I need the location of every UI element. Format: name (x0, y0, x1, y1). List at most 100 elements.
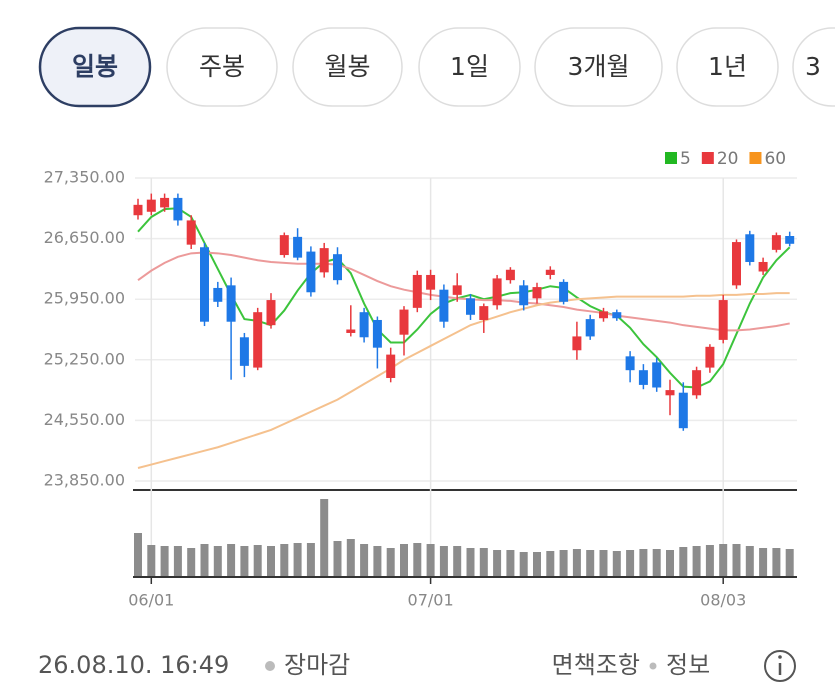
y-tick-label: 27,350.00 (44, 168, 125, 187)
candle-body (239, 337, 249, 366)
tab[interactable] (792, 27, 835, 107)
tab-label[interactable]: 3 (805, 52, 821, 81)
tab-bar: 일봉 주봉 월봉 1일 3개월 1년 3 (38, 26, 835, 108)
volume-bar (200, 544, 209, 576)
volume-bar (679, 547, 688, 576)
tab[interactable] (418, 27, 521, 107)
volume-bar (772, 548, 781, 576)
volume-bar (386, 548, 395, 576)
volume-bar (360, 544, 369, 576)
candle-body (745, 234, 755, 262)
candle-body (346, 329, 356, 333)
candle-body (732, 242, 741, 286)
candle-body (412, 274, 422, 308)
candle-body (186, 220, 196, 245)
candle-body (200, 247, 209, 322)
candle-body (253, 312, 263, 368)
ma-line (137, 251, 790, 332)
candle-body (160, 197, 170, 208)
candle-body (226, 285, 236, 322)
x-tick-label: 07/01 (408, 591, 454, 610)
candle-body (333, 254, 342, 281)
candle-body (426, 274, 436, 290)
volume-bar (466, 548, 475, 576)
tab[interactable] (676, 27, 779, 107)
candle-body (306, 251, 316, 293)
candle-body (386, 354, 396, 378)
candle-body (692, 370, 702, 396)
tab-label[interactable]: 1일 (450, 52, 489, 81)
disclaimer-link[interactable]: 면책조항 (552, 651, 640, 679)
volume-bar (280, 544, 289, 576)
candle-body (572, 336, 582, 351)
candle-body (785, 236, 795, 244)
legend-swatch (665, 152, 677, 164)
volume-bar (506, 550, 515, 576)
candle-body (612, 312, 622, 319)
legend-label: 20 (717, 149, 739, 169)
volume-bar (692, 546, 701, 576)
legend-label: 60 (764, 149, 786, 169)
legend-swatch (749, 152, 762, 164)
volume-bar (134, 533, 142, 576)
info-link[interactable]: 정보 (666, 651, 710, 679)
volume-bar (306, 543, 315, 576)
volume-bar (546, 551, 555, 576)
tab[interactable] (292, 27, 403, 107)
tab-label[interactable]: 주봉 (199, 52, 245, 81)
volume-bar (785, 549, 794, 576)
candle-body (319, 248, 329, 273)
candle-body (133, 204, 143, 216)
candle-body (519, 285, 529, 306)
candle-body (492, 278, 502, 306)
candle-body (505, 269, 515, 281)
candle-body (466, 298, 475, 315)
tab[interactable] (534, 27, 663, 107)
candle-body (173, 197, 183, 221)
candle-body (638, 370, 648, 385)
volume-bar (666, 550, 674, 576)
candle-body (559, 281, 569, 302)
volume-bar (493, 550, 502, 576)
x-tick-label: 06/01 (128, 591, 174, 610)
x-tick-label: 08/03 (700, 591, 746, 610)
volume-bar (599, 550, 608, 576)
candle-body (213, 287, 223, 302)
ma-line (137, 292, 790, 469)
tab-label[interactable]: 월봉 (324, 52, 370, 81)
tab-label[interactable]: 1년 (708, 52, 747, 81)
volume-bar (519, 552, 528, 576)
volume-bar (626, 550, 635, 576)
y-tick-label: 24,550.00 (44, 410, 125, 429)
volume-bar (745, 546, 754, 576)
volume-bar (559, 550, 568, 576)
y-tick-label: 25,950.00 (44, 289, 125, 308)
tab[interactable] (38, 26, 152, 108)
volume-bar (173, 546, 182, 576)
volume-bar (705, 545, 714, 576)
volume-bar (639, 549, 648, 576)
info-icon[interactable] (764, 650, 796, 682)
candle-body (532, 287, 542, 299)
candle-body (399, 309, 409, 335)
volume-bar (652, 549, 661, 576)
tab-label[interactable]: 3개월 (568, 52, 630, 81)
volume-bar (426, 544, 435, 576)
tab-label[interactable]: 일봉 (72, 52, 118, 81)
candle-body (452, 285, 462, 295)
volume-bar (413, 543, 422, 576)
y-tick-label: 23,850.00 (44, 471, 125, 490)
volume-bar (213, 546, 222, 576)
candle-body (652, 362, 662, 388)
candle-body (372, 319, 382, 348)
legend-swatch (701, 152, 714, 164)
volume-bar (147, 545, 156, 576)
candle-body (479, 306, 489, 320)
candle-body (665, 390, 675, 396)
tab[interactable] (166, 27, 278, 107)
volume-bar (732, 544, 741, 576)
volume-bar (320, 499, 329, 576)
volume-bar (533, 552, 541, 576)
volume-bar (346, 539, 355, 576)
